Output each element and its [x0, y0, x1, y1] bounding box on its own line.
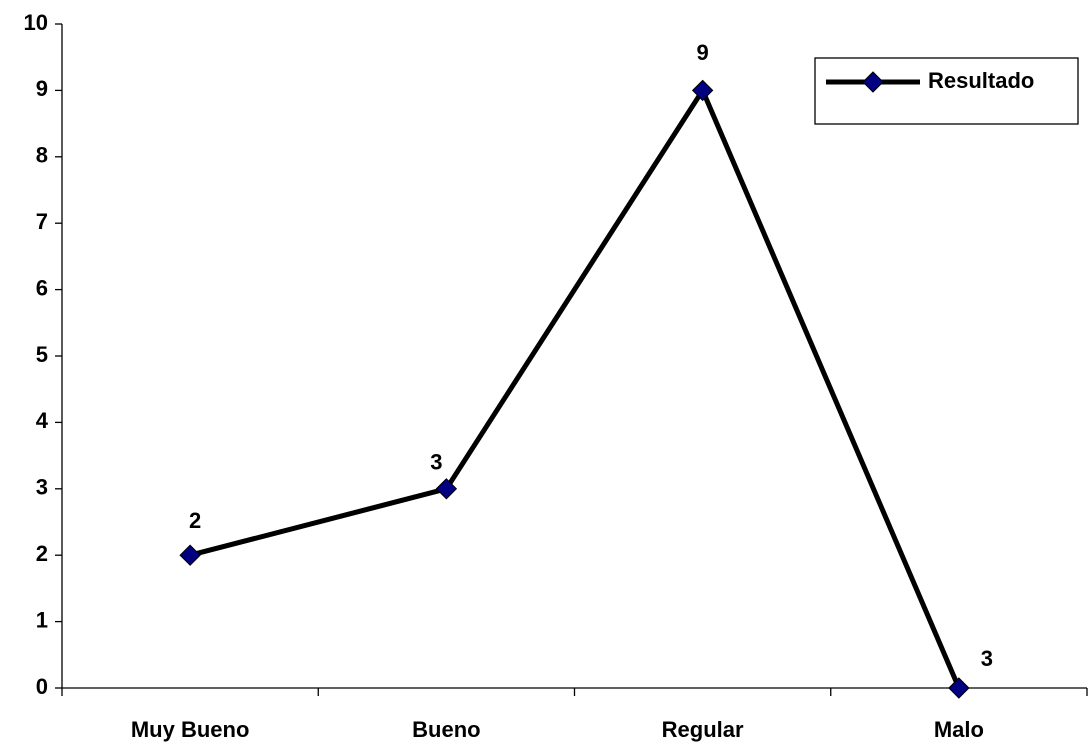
legend-box — [814, 57, 1079, 125]
y-tick-label: 9 — [36, 76, 48, 101]
marker — [435, 478, 458, 500]
y-tick-label: 4 — [36, 408, 49, 433]
y-tick-label: 0 — [36, 674, 48, 699]
y-tick-label: 8 — [36, 143, 48, 168]
data-label: 3 — [430, 450, 442, 475]
data-label: 2 — [189, 508, 201, 533]
y-tick-label: 1 — [36, 607, 48, 632]
y-tick-label: 10 — [24, 10, 48, 35]
marker — [179, 544, 201, 566]
data-label: 3 — [981, 646, 993, 671]
y-tick-label: 6 — [36, 275, 48, 300]
marker — [691, 79, 714, 102]
legend: Resultado — [814, 57, 1079, 125]
legend-marker — [862, 71, 884, 93]
data-label: 9 — [697, 40, 709, 65]
marker — [948, 677, 970, 699]
y-tick-label: 7 — [36, 209, 48, 234]
y-tick-label: 2 — [36, 541, 48, 566]
y-tick-label: 5 — [36, 342, 48, 367]
legend-label: Resultado — [928, 68, 1034, 93]
y-tick-label: 3 — [36, 475, 48, 500]
line — [189, 85, 962, 689]
x-tick-label: Bueno — [412, 717, 480, 742]
x-tick-label: Regular — [662, 717, 744, 742]
x-tick-label: Malo — [934, 717, 984, 742]
x-tick-label: Muy Bueno — [131, 717, 250, 742]
